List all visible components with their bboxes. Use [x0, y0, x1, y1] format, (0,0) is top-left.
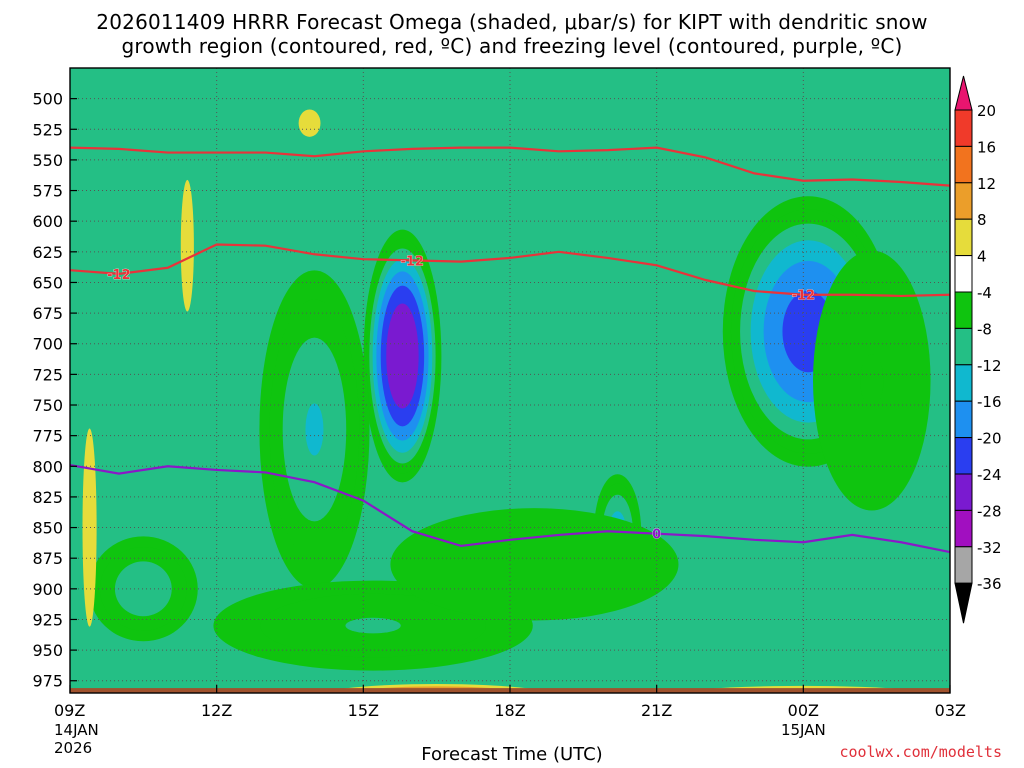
contour-label-minus12: -12	[792, 289, 816, 304]
x-tick-date: 15JAN	[781, 721, 826, 739]
colorbar: 20 16 12 8 4 -4 -8 -12 -16 -20 -24 -28 -32 -36	[954, 75, 1002, 624]
colorbar-label: 4	[977, 248, 987, 266]
chart-title-line1: 2026011409 HRRR Forecast Omega (shaded, …	[96, 10, 928, 34]
omega-contour-fill	[390, 508, 679, 621]
y-tick-label: 550	[32, 151, 63, 170]
contour-label-minus12: -12	[107, 268, 131, 283]
x-axis-title: Forecast Time (UTC)	[421, 744, 603, 765]
colorbar-swatch	[954, 509, 973, 548]
omega-contour-fill	[298, 109, 321, 137]
y-tick-label: 950	[32, 641, 63, 660]
colorbar-label: -36	[977, 575, 1002, 593]
colorbar-swatch	[954, 218, 973, 257]
colorbar-swatch	[954, 400, 973, 439]
x-tick-label: 18Z	[494, 701, 525, 720]
y-tick-label: 625	[32, 243, 63, 262]
omega-shading	[70, 68, 950, 704]
site-credit[interactable]: coolwx.com/modelts	[839, 743, 1002, 761]
omega-contour-fill	[180, 179, 194, 312]
colorbar-swatch	[954, 182, 973, 220]
omega-contour-fill	[386, 303, 419, 409]
contour-labels: -12 -12 -12 0	[107, 254, 816, 543]
dgz-upper-contour	[70, 146, 950, 187]
y-tick-label: 875	[32, 549, 63, 568]
y-tick-label: 650	[32, 273, 63, 292]
plot-gridlines	[69, 68, 951, 693]
colorbar-swatch	[954, 109, 973, 147]
colorbar-swatch	[954, 473, 973, 511]
omega-contour-fill	[114, 561, 172, 617]
omega-contour-fill	[305, 403, 324, 456]
x-tick-date: 14JAN	[54, 721, 99, 739]
x-tick-label: 15Z	[348, 701, 379, 720]
colorbar-swatch	[954, 291, 973, 329]
x-tick-label: 03Z	[935, 701, 966, 720]
y-tick-label: 600	[32, 212, 63, 231]
temperature-contours	[70, 146, 950, 554]
y-tick-label: 825	[32, 488, 63, 507]
y-tick-label: 500	[32, 90, 63, 109]
y-tick-label: 775	[32, 427, 63, 446]
y-tick-label: 675	[32, 304, 63, 323]
omega-contour-fill	[860, 354, 884, 407]
colorbar-label: -28	[977, 502, 1002, 520]
colorbar-label: -16	[977, 393, 1002, 411]
colorbar-label: -32	[977, 539, 1002, 557]
x-tick-year: 2026	[54, 739, 92, 757]
omega-contour-fill	[82, 428, 97, 627]
omega-contour-fill	[388, 693, 486, 704]
y-tick-label: 725	[32, 365, 63, 384]
freezing-level-contour	[70, 463, 950, 554]
x-tick-label: 21Z	[641, 701, 672, 720]
y-tick-label: 800	[32, 457, 63, 476]
x-tick-label: 00Z	[788, 701, 819, 720]
colorbar-label: -8	[977, 320, 992, 338]
y-tick-label: 975	[32, 672, 63, 691]
x-tick-label: 12Z	[201, 701, 232, 720]
colorbar-swatch	[954, 145, 973, 184]
x-tick-label: 09Z	[54, 701, 85, 720]
y-tick-label: 750	[32, 396, 63, 415]
colorbar-label: -20	[977, 430, 1002, 448]
y-tick-label: 850	[32, 519, 63, 538]
y-tick-label: 575	[32, 182, 63, 201]
colorbar-label: 20	[977, 102, 996, 120]
colorbar-label: 8	[977, 211, 987, 229]
contour-label-minus12: -12	[400, 254, 424, 269]
y-tick-label: 900	[32, 580, 63, 599]
pressure-axis: 500 525 550 575 600 625 650 675 700 725 750 775 800 8…	[32, 90, 77, 691]
colorbar-label: -12	[977, 357, 1002, 375]
colorbar-swatch	[954, 255, 973, 293]
colorbar-label: -24	[977, 466, 1002, 484]
colorbar-label: 12	[977, 175, 996, 193]
omega-contour-fill	[345, 617, 401, 634]
colorbar-swatch	[954, 546, 973, 584]
chart-title-line2: growth region (contoured, red, ºC) and f…	[121, 34, 903, 58]
dgz-minus12-contour	[70, 243, 950, 298]
colorbar-swatch	[954, 327, 973, 366]
colorbar-bottom-triangle	[954, 582, 973, 624]
colorbar-swatch	[954, 437, 973, 475]
colorbar-label: -4	[977, 284, 992, 302]
contour-label-zero: 0	[652, 528, 661, 543]
colorbar-top-triangle	[954, 75, 973, 111]
y-tick-label: 525	[32, 120, 63, 139]
colorbar-swatch	[954, 364, 973, 402]
y-tick-label: 925	[32, 610, 63, 629]
y-tick-label: 700	[32, 335, 63, 354]
colorbar-label: 16	[977, 138, 996, 156]
